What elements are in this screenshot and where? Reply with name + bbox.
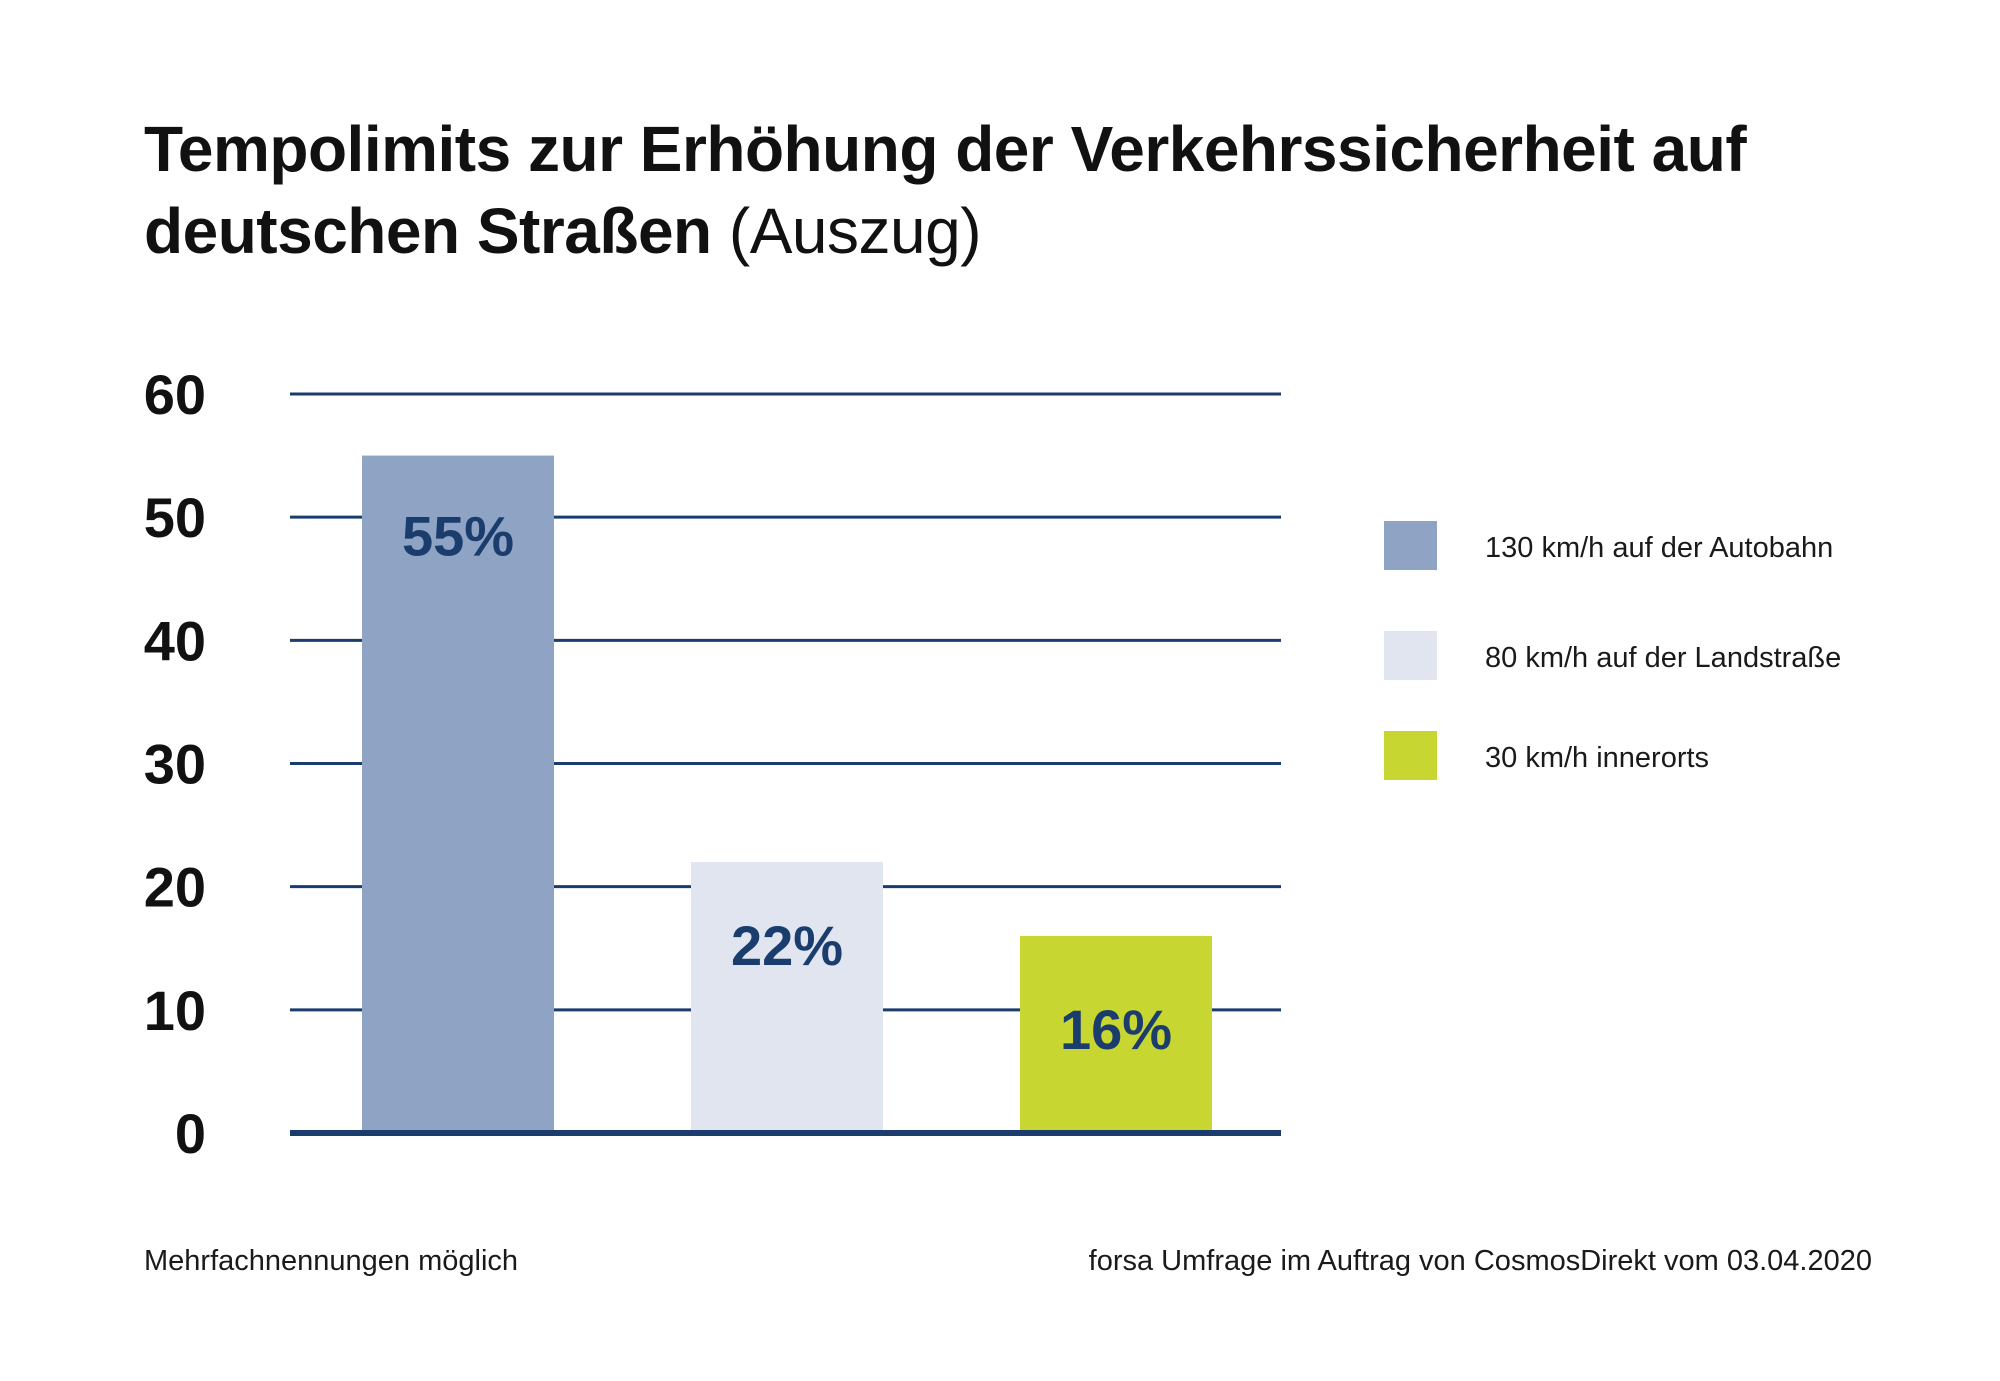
- legend-label-3: 30 km/h innerorts: [1485, 742, 1709, 774]
- chart-title-main: Tempolimits zur Erhöhung der Verkehrssic…: [144, 113, 1747, 267]
- data-label-3: 16%: [1060, 998, 1172, 1061]
- y-tick-label-0: 0: [175, 1102, 206, 1165]
- bar-2: [691, 862, 883, 1133]
- data-label-1: 55%: [402, 505, 514, 568]
- chart-title: Tempolimits zur Erhöhung der Verkehrssic…: [144, 108, 1864, 272]
- legend-label-1: 130 km/h auf der Autobahn: [1485, 532, 1833, 564]
- legend-swatch-3: [1384, 731, 1437, 780]
- bar-3: [1020, 935, 1212, 1133]
- legend-label-2: 80 km/h auf der Landstraße: [1485, 642, 1841, 674]
- bar-1: [362, 455, 554, 1133]
- y-tick-label-20: 20: [144, 856, 206, 919]
- y-tick-label-40: 40: [144, 609, 206, 672]
- data-label-2: 22%: [731, 914, 843, 977]
- y-tick-label-50: 50: [144, 486, 206, 549]
- footnote-source: forsa Umfrage im Auftrag von CosmosDirek…: [1088, 1245, 1872, 1277]
- legend-swatch-2: [1384, 631, 1437, 680]
- y-tick-label-30: 30: [144, 733, 206, 796]
- y-tick-label-60: 60: [144, 363, 206, 426]
- chart-title-suffix: (Auszug): [728, 195, 982, 267]
- legend-swatch-1: [1384, 521, 1437, 570]
- y-tick-label-10: 10: [144, 979, 206, 1042]
- footnote-multiple-answers: Mehrfachnennungen möglich: [144, 1245, 519, 1277]
